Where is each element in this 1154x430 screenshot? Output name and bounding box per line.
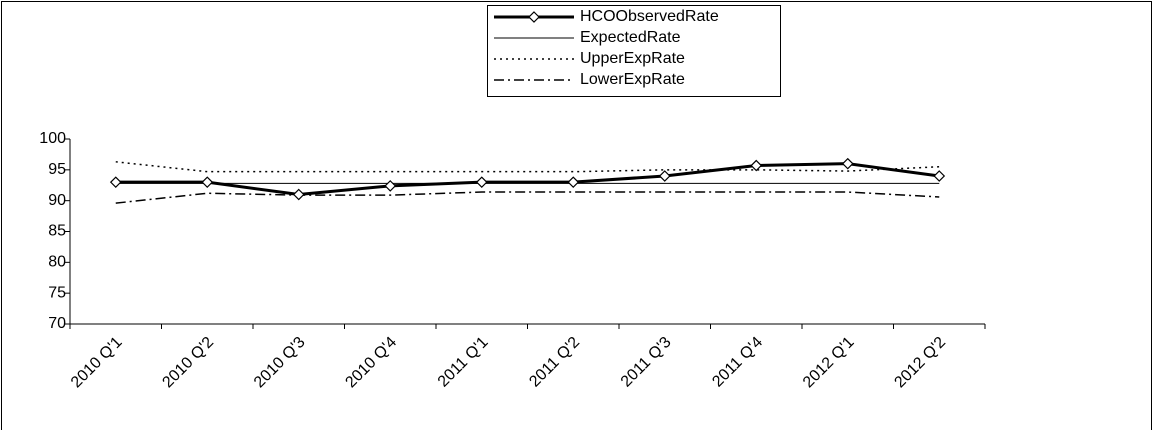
y-tick-label: 70: [48, 315, 66, 332]
series-marker: [658, 170, 671, 182]
series-marker: [109, 176, 122, 189]
series-marker: [567, 176, 580, 189]
y-tick-label: 90: [48, 192, 66, 209]
series-marker: [475, 176, 488, 189]
legend-label: ExpectedRate: [580, 29, 681, 46]
series-marker: [201, 176, 214, 189]
series-line: [115, 162, 940, 197]
series-line: [115, 191, 940, 204]
y-tick-label: 80: [48, 254, 66, 271]
series-marker: [292, 188, 305, 201]
series-marker: [841, 157, 854, 170]
y-tick-label: 100: [39, 130, 66, 147]
legend-label: LowerExpRate: [580, 71, 685, 88]
y-tick-label: 95: [48, 161, 66, 178]
legend-box: [487, 5, 781, 97]
series-marker: [384, 180, 397, 192]
legend-marker: [528, 11, 540, 23]
legend-label: UpperExpRate: [580, 50, 685, 67]
y-tick-label: 85: [48, 223, 66, 240]
series-marker: [750, 159, 763, 172]
series-marker: [933, 170, 946, 182]
legend-label: HCOObservedRate: [580, 8, 719, 25]
y-tick-label: 75: [48, 284, 66, 301]
